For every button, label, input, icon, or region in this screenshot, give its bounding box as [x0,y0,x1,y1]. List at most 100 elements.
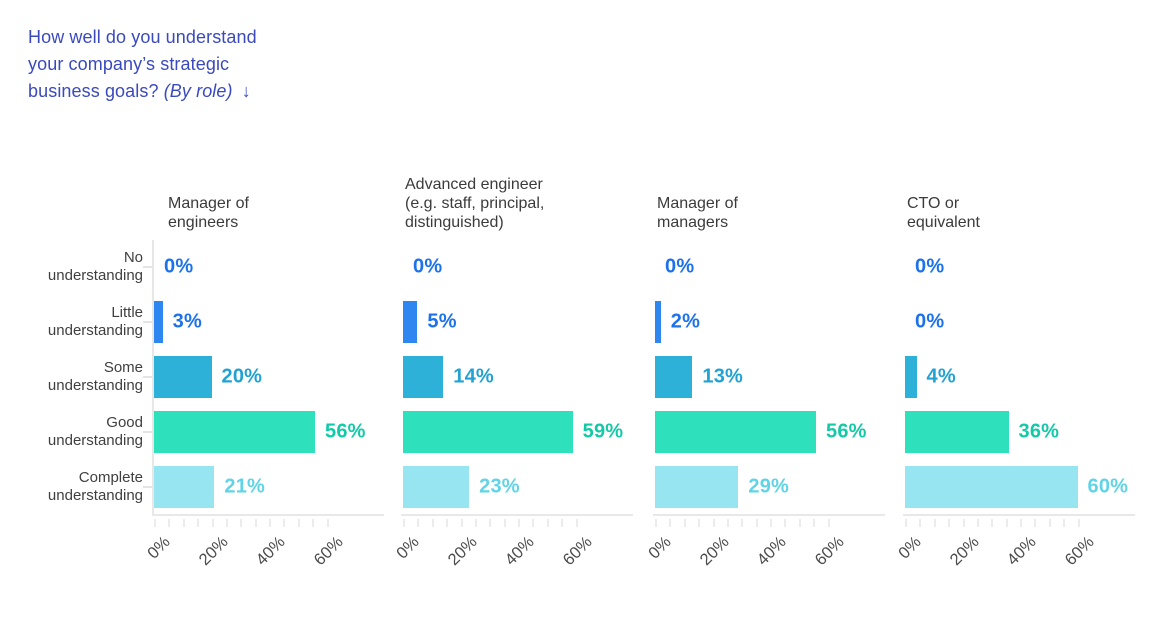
bar [403,301,418,344]
x-tick [503,519,506,527]
x-tick-label: 0% [895,533,925,563]
x-tick [1034,519,1037,527]
category-row: 4% [905,350,1135,405]
x-tick [446,519,449,527]
category-label: Complete understanding [24,459,143,514]
x-tick-label: 20% [696,533,733,570]
bar-value-label: 0% [915,310,945,333]
x-tick [561,519,564,527]
bar [655,301,661,344]
x-tick [154,519,156,527]
x-tick [1063,519,1066,527]
bar-value-label: 0% [164,255,194,278]
category-row: 0% [905,295,1135,350]
x-tick [726,519,729,527]
x-tick [770,519,772,527]
x-tick [431,519,434,527]
x-tick-label: 60% [811,533,848,570]
x-tick [755,519,758,527]
x-tick [403,519,405,527]
category-row: 29% [655,459,885,514]
bar-value-label: 0% [413,255,443,278]
x-tick [669,519,672,527]
bar-value-label: 20% [221,365,263,388]
x-tick-label: 0% [393,533,423,563]
category-label-line: No [123,249,143,267]
y-axis-tick [143,375,152,378]
category-label-line: understanding [47,267,143,285]
x-tick-label: 20% [444,533,481,570]
category-row: 21% [143,459,384,514]
x-tick-label: 40% [1003,533,1040,570]
category-label-line: understanding [47,376,143,394]
category-axis-labels: No understanding Little understanding Some un… [24,240,143,514]
bar [655,410,816,453]
bar-value-label: 2% [670,310,701,333]
x-tick [460,519,463,527]
x-tick [655,519,657,527]
category-row: 60% [905,459,1135,514]
x-tick [1020,519,1022,527]
x-tick [976,519,979,527]
bar-value-label: 13% [702,365,744,388]
chart-panel: 0% 3% 20% 56% 21% 0% 20% 40% 60% [143,240,384,569]
bar-value-label: 21% [224,475,266,498]
bar-value-label: 29% [748,475,790,498]
x-tick-label: 20% [946,533,983,570]
panel-title: CTO or equivalent [907,158,1122,232]
y-axis-tick [143,266,152,269]
x-tick [197,519,200,527]
category-label-line: Little [111,304,143,322]
category-label-line: understanding [47,322,143,340]
category-row: 56% [143,404,384,459]
category-label: Good understanding [24,404,143,459]
bar [655,465,739,508]
x-tick [991,519,994,527]
panel-title-line: engineers [168,214,239,231]
x-tick [741,519,744,527]
x-axis [401,514,633,516]
x-tick [919,519,922,527]
category-row: 56% [655,404,885,459]
category-row: 0% [655,240,885,295]
x-tick [182,519,185,527]
category-row: 0% [403,240,633,295]
x-tick [240,519,243,527]
panel-title-line: managers [657,214,729,231]
x-tick [813,519,816,527]
category-label-line: Complete [78,468,143,486]
chart-panel: 0% 2% 13% 56% 29% 0% 20% 40% 60% [645,240,885,569]
x-tick-label: 0% [645,533,675,563]
category-row: 5% [403,295,633,350]
chart-panel: 0% 0% 4% 36% 60% 0% 20% 40% 60% [895,240,1135,569]
x-tick-label: 60% [310,533,347,570]
x-tick [948,519,951,527]
x-tick [168,519,171,527]
y-axis-tick [143,321,152,324]
x-tick [225,519,228,527]
bar-value-label: 36% [1018,420,1060,443]
bar [905,465,1078,508]
x-tick [1077,519,1080,527]
bar-value-label: 60% [1087,475,1129,498]
category-label: No understanding [24,240,143,295]
bar [905,355,917,398]
x-tick [933,519,936,527]
x-tick [532,519,535,527]
x-tick-label: 40% [252,533,289,570]
bar-value-label: 59% [582,420,624,443]
category-row: 13% [655,350,885,405]
x-tick [962,519,965,527]
panel-title: Advanced engineer (e.g. staff, principal,… [405,158,620,232]
x-tick [474,519,477,527]
x-tick [211,519,214,527]
x-tick [1048,519,1051,527]
x-tick [712,519,715,527]
x-tick-label: 20% [195,533,232,570]
bar [905,410,1009,453]
x-tick [905,519,907,527]
chart-question-title: How well do you understand your company’… [28,24,328,105]
category-row: 23% [403,459,633,514]
x-tick [326,519,329,527]
category-row: 3% [143,295,384,350]
